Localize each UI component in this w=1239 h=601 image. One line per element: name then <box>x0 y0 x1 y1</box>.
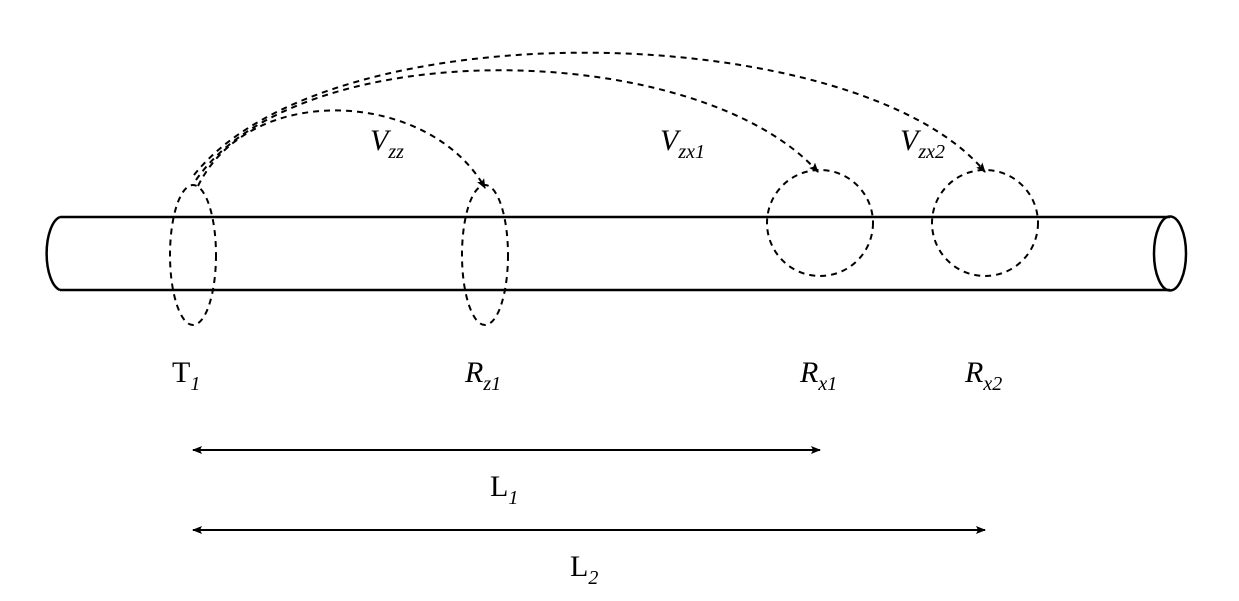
arc-Vzz <box>198 110 485 188</box>
arc-Vzx1 <box>196 70 818 180</box>
label-Rx1: Rx1 <box>799 356 837 395</box>
coil-Rz1 <box>462 185 508 325</box>
arc-label-Vzx1: Vzx1 <box>660 124 705 163</box>
cylinder-cap-right <box>1154 217 1186 291</box>
label-Rz1: Rz1 <box>464 356 501 395</box>
coil-T1 <box>170 185 216 325</box>
arc-label-Vzz: Vzz <box>370 124 404 163</box>
arc-label-Vzx2: Vzx2 <box>900 124 945 163</box>
dim-label-L2: L2 <box>570 550 598 589</box>
dim-label-L1: L1 <box>490 470 518 509</box>
coil-Rx2 <box>932 170 1038 276</box>
arc-Vzx2 <box>194 53 985 175</box>
coil-Rx1 <box>767 170 873 276</box>
label-Rx2: Rx2 <box>964 356 1002 395</box>
cylinder-cap-left <box>47 217 60 290</box>
label-T1: T1 <box>172 356 200 395</box>
